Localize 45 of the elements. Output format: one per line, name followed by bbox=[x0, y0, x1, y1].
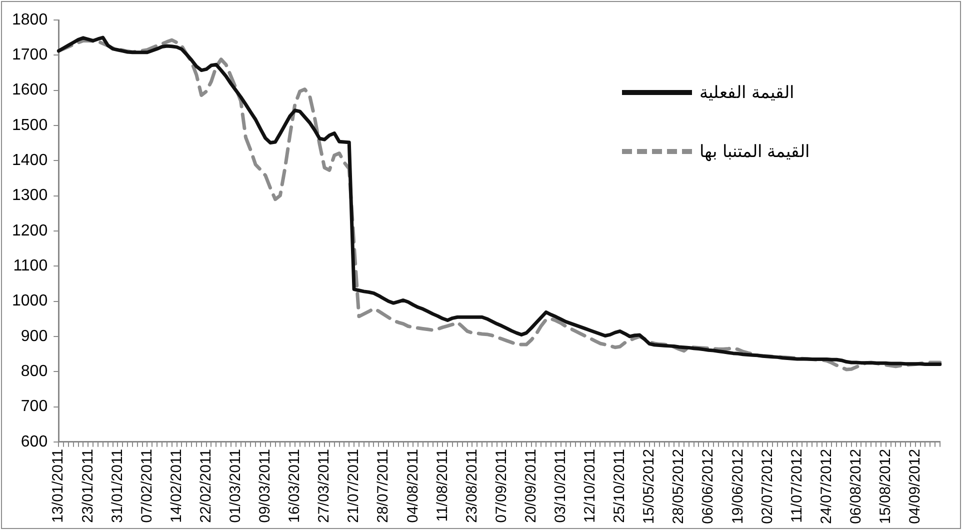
x-tick-label: 15/05/2012 bbox=[640, 448, 658, 524]
x-tick-label: 06/08/2012 bbox=[847, 448, 864, 524]
y-tick-label: 1700 bbox=[12, 46, 48, 64]
y-tick-label: 1600 bbox=[12, 82, 48, 99]
x-tick-label: 14/02/2011 bbox=[168, 448, 185, 523]
x-tick-label: 31/01/2011 bbox=[108, 448, 126, 523]
x-tick-label: 24/07/2012 bbox=[818, 448, 835, 524]
y-tick-label: 1300 bbox=[12, 187, 48, 204]
x-tick-label: 02/07/2012 bbox=[758, 448, 776, 524]
y-tick-label: 1400 bbox=[12, 152, 48, 170]
y-tick-label: 600 bbox=[20, 433, 48, 450]
x-tick-label: 25/10/2011 bbox=[611, 448, 628, 523]
x-tick-label: 11/08/2011 bbox=[434, 448, 451, 522]
x-tick-label: 11/07/2012 bbox=[788, 448, 806, 523]
x-tick-label: 19/06/2012 bbox=[729, 448, 746, 524]
x-tick-label: 28/05/2012 bbox=[670, 448, 688, 524]
y-tick-label: 700 bbox=[20, 398, 48, 416]
y-tick-label: 1200 bbox=[12, 222, 48, 240]
x-tick-label: 16/03/2011 bbox=[286, 448, 304, 523]
y-tick-label: 800 bbox=[20, 363, 48, 380]
x-tick-label: 27/03/2011 bbox=[316, 448, 333, 523]
x-tick-label: 23/01/2011 bbox=[79, 448, 96, 523]
x-tick-label: 07/09/2011 bbox=[492, 448, 510, 523]
x-tick-label: 06/06/2012 bbox=[700, 448, 717, 524]
x-tick-label: 03/10/2011 bbox=[552, 448, 569, 523]
x-tick-label: 22/02/2011 bbox=[197, 448, 214, 523]
x-tick-label: 01/03/2011 bbox=[227, 448, 244, 523]
x-tick-label: 13/01/2011 bbox=[50, 448, 67, 523]
x-tick-label: 23/08/2011 bbox=[463, 448, 480, 523]
y-tick-label: 1000 bbox=[12, 292, 48, 310]
x-tick-label: 21/07/2011 bbox=[345, 448, 362, 523]
legend-label: القيمة الفعلية bbox=[700, 82, 794, 103]
x-tick-label: 04/08/2011 bbox=[404, 448, 422, 523]
legend-label: القيمة المتنبا بها bbox=[700, 141, 810, 162]
x-tick-label: 15/08/2012 bbox=[876, 448, 894, 524]
x-tick-label: 04/09/2012 bbox=[906, 448, 924, 524]
y-tick-label: 1800 bbox=[12, 11, 48, 28]
x-tick-label: 28/07/2011 bbox=[374, 448, 392, 523]
x-tick-label: 20/09/2011 bbox=[522, 448, 540, 523]
y-tick-label: 1500 bbox=[12, 116, 48, 134]
x-tick-label: 12/10/2011 bbox=[582, 448, 599, 523]
x-tick-label: 09/03/2011 bbox=[256, 448, 274, 523]
y-tick-label: 900 bbox=[20, 328, 48, 345]
y-tick-label: 1100 bbox=[13, 258, 48, 275]
x-tick-label: 07/02/2011 bbox=[138, 448, 156, 523]
